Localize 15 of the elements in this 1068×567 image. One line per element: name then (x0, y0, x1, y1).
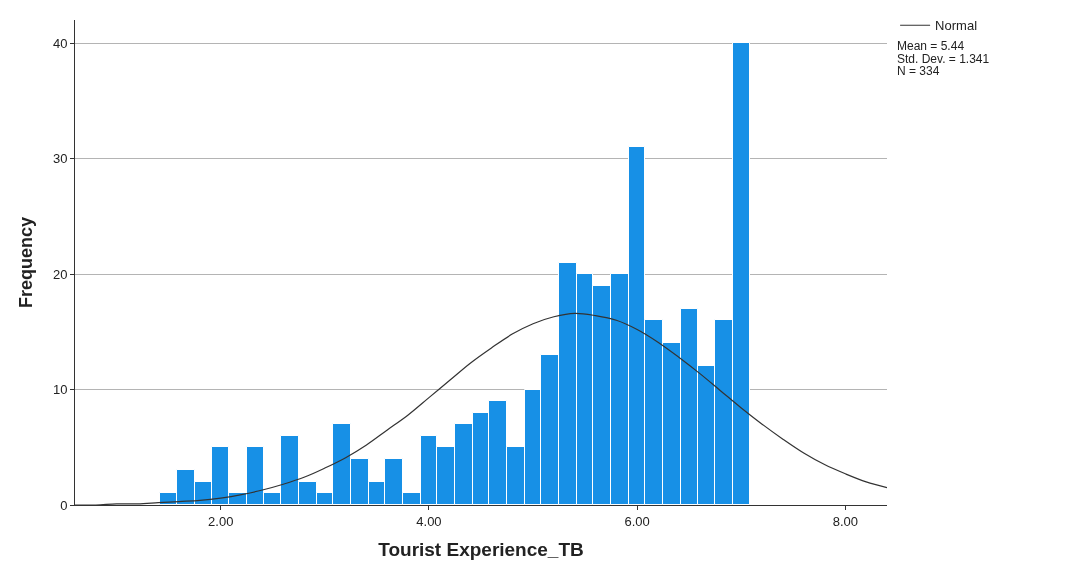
y-axis-title: Frequency (16, 216, 37, 309)
text: Std. Dev. = 1.341 (897, 52, 990, 66)
text: Mean = 5.44 (897, 39, 965, 53)
x-tick-label: 2.00 (208, 513, 234, 529)
x-axis-title: Tourist Experience_TB (378, 539, 584, 561)
x-tick-label: 8.00 (832, 513, 859, 529)
y-tick-label: 10 (52, 382, 68, 398)
x-tick-label: 6.00 (624, 513, 650, 529)
y-tick-label: 30 (52, 151, 68, 167)
text: N = 334 (897, 64, 940, 78)
y-tick-label: 20 (52, 266, 68, 282)
x-tick-label: 4.00 (416, 513, 442, 529)
legend-label: Normal (935, 18, 978, 34)
y-tick-label: 0 (60, 497, 68, 513)
y-tick-label: 40 (52, 35, 68, 51)
